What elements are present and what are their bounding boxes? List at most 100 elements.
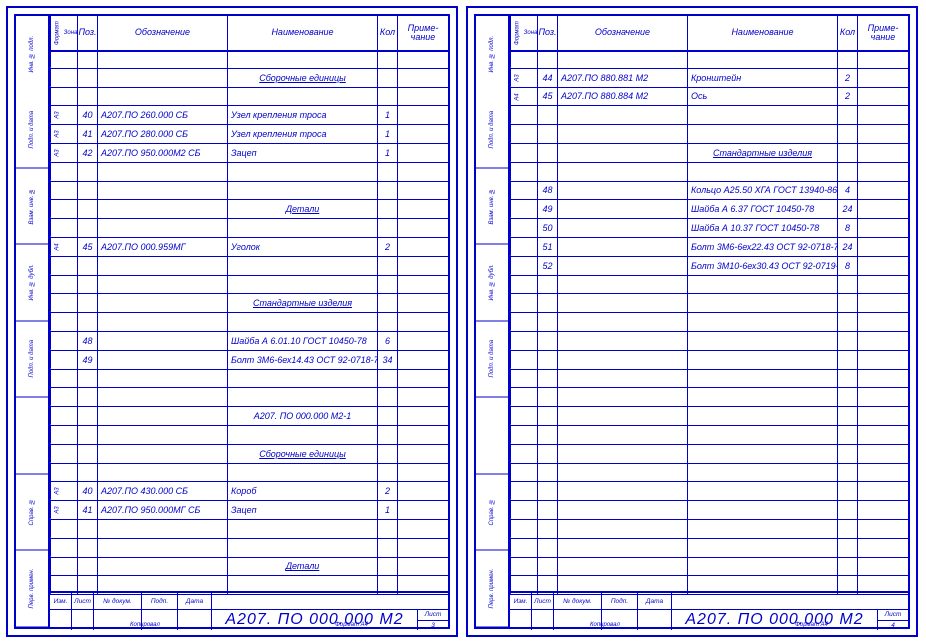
cell-qty (838, 370, 858, 388)
cell-name: Сборочные единицы (228, 445, 378, 463)
cell-name: Шайба А 6.37 ГОСТ 10450-78 (688, 200, 838, 218)
cell-pos: 45 (538, 88, 558, 106)
side-stamp-cell: Взам. инв. № (476, 168, 508, 245)
side-stamp-cell: Взам. инв. № (16, 168, 48, 245)
header-cell: Поз. (78, 16, 98, 50)
table-row: Детали (50, 558, 448, 577)
cell-name (228, 520, 378, 538)
cell-format (50, 445, 64, 463)
cell-designation: А207.ПО 430.000 СБ (98, 482, 228, 500)
cell-pos: 40 (78, 106, 98, 124)
cell-note (858, 88, 908, 106)
cell-zone (64, 238, 78, 256)
titleblock-small-cell: № докум. (94, 593, 142, 609)
cell-zone (64, 482, 78, 500)
table-row (50, 163, 448, 182)
cell-name: Зацеп (228, 144, 378, 162)
cell-designation (558, 388, 688, 406)
table-row (510, 351, 908, 370)
cell-pos (78, 276, 98, 294)
cell-pos (78, 294, 98, 312)
cell-zone (524, 163, 538, 181)
table-row: А445А207.ПО 000.959МГУголок2 (50, 238, 448, 257)
side-stamp-cell: Подп. и дата (16, 321, 48, 398)
cell-designation (558, 50, 688, 68)
table-row: 49Шайба А 6.37 ГОСТ 10450-7824 (510, 200, 908, 219)
cell-format (50, 332, 64, 350)
cell-format (50, 313, 64, 331)
cell-note (858, 182, 908, 200)
cell-note (398, 407, 448, 425)
cell-name (688, 464, 838, 482)
cell-pos (538, 482, 558, 500)
table-row: Детали (50, 200, 448, 219)
cell-pos (78, 558, 98, 576)
cell-zone (524, 106, 538, 124)
cell-note (398, 294, 448, 312)
cell-note (398, 219, 448, 237)
cell-format (50, 219, 64, 237)
table-row (510, 163, 908, 182)
cell-qty (838, 125, 858, 143)
sig-cell (510, 610, 532, 630)
table-row: Сборочные единицы (50, 69, 448, 88)
cell-pos (538, 125, 558, 143)
table-row: А342А207.ПО 950.000М2 СБЗацеп1 (50, 144, 448, 163)
table-row (510, 332, 908, 351)
cell-pos: 40 (78, 482, 98, 500)
header-cell: Зона (524, 16, 538, 50)
cell-name (688, 106, 838, 124)
title-block: Изм.Лист№ докум.Подп.ДатаА207. ПО 000.00… (510, 591, 908, 627)
cell-note (398, 106, 448, 124)
header-cell: Поз. (538, 16, 558, 50)
cell-note (858, 482, 908, 500)
title-block-top: Изм.Лист№ докум.Подп.Дата (50, 593, 448, 610)
cell-format (510, 106, 524, 124)
cell-zone (64, 501, 78, 519)
cell-zone (64, 351, 78, 369)
cell-qty: 2 (378, 482, 398, 500)
cell-pos (78, 426, 98, 444)
cell-designation (98, 464, 228, 482)
cell-pos: 51 (538, 238, 558, 256)
cell-name: Кольцо А25.50 ХГА ГОСТ 13940-86 (688, 182, 838, 200)
cell-name: Стандартные изделия (228, 294, 378, 312)
cell-zone (524, 182, 538, 200)
cell-zone (524, 482, 538, 500)
cell-zone (64, 370, 78, 388)
table-body: Сборочные единицыА340А207.ПО 260.000 СБУ… (50, 50, 448, 591)
cell-designation: А207.ПО 880.884 М2 (558, 88, 688, 106)
cell-name: Болт 3М6-6ех22.43 ОСТ 92-0718-72 (688, 238, 838, 256)
cell-designation: А207.ПО 880.881 М2 (558, 69, 688, 87)
cell-name (688, 370, 838, 388)
cell-zone (64, 539, 78, 557)
cell-designation: А207.ПО 000.959МГ (98, 238, 228, 256)
cell-designation (558, 520, 688, 538)
cell-qty (378, 370, 398, 388)
cell-zone (524, 276, 538, 294)
side-stamp-cell: Подп. и дата (16, 92, 48, 169)
cell-pos: 52 (538, 257, 558, 275)
cell-name (688, 332, 838, 350)
cell-designation (98, 163, 228, 181)
cell-format (50, 88, 64, 106)
cell-designation (98, 351, 228, 369)
cell-designation (98, 388, 228, 406)
cell-zone (64, 407, 78, 425)
cell-qty (378, 50, 398, 68)
cell-pos: 48 (538, 182, 558, 200)
table-row (510, 313, 908, 332)
table-row (510, 558, 908, 577)
cell-format (50, 182, 64, 200)
cell-designation (98, 539, 228, 557)
titleblock-small-cell: Дата (638, 593, 672, 609)
cell-format (50, 407, 64, 425)
cell-name: Болт 3М10-6ех30.43 ОСТ 92-0719-72 (688, 257, 838, 275)
cell-designation (98, 219, 228, 237)
cell-name (688, 313, 838, 331)
header-cell: Формат (510, 16, 524, 50)
table-row: 51Болт 3М6-6ех22.43 ОСТ 92-0718-7224 (510, 238, 908, 257)
cell-designation (558, 558, 688, 576)
cell-qty (378, 88, 398, 106)
side-stamp-cell: Инв. № дубл. (16, 245, 48, 322)
